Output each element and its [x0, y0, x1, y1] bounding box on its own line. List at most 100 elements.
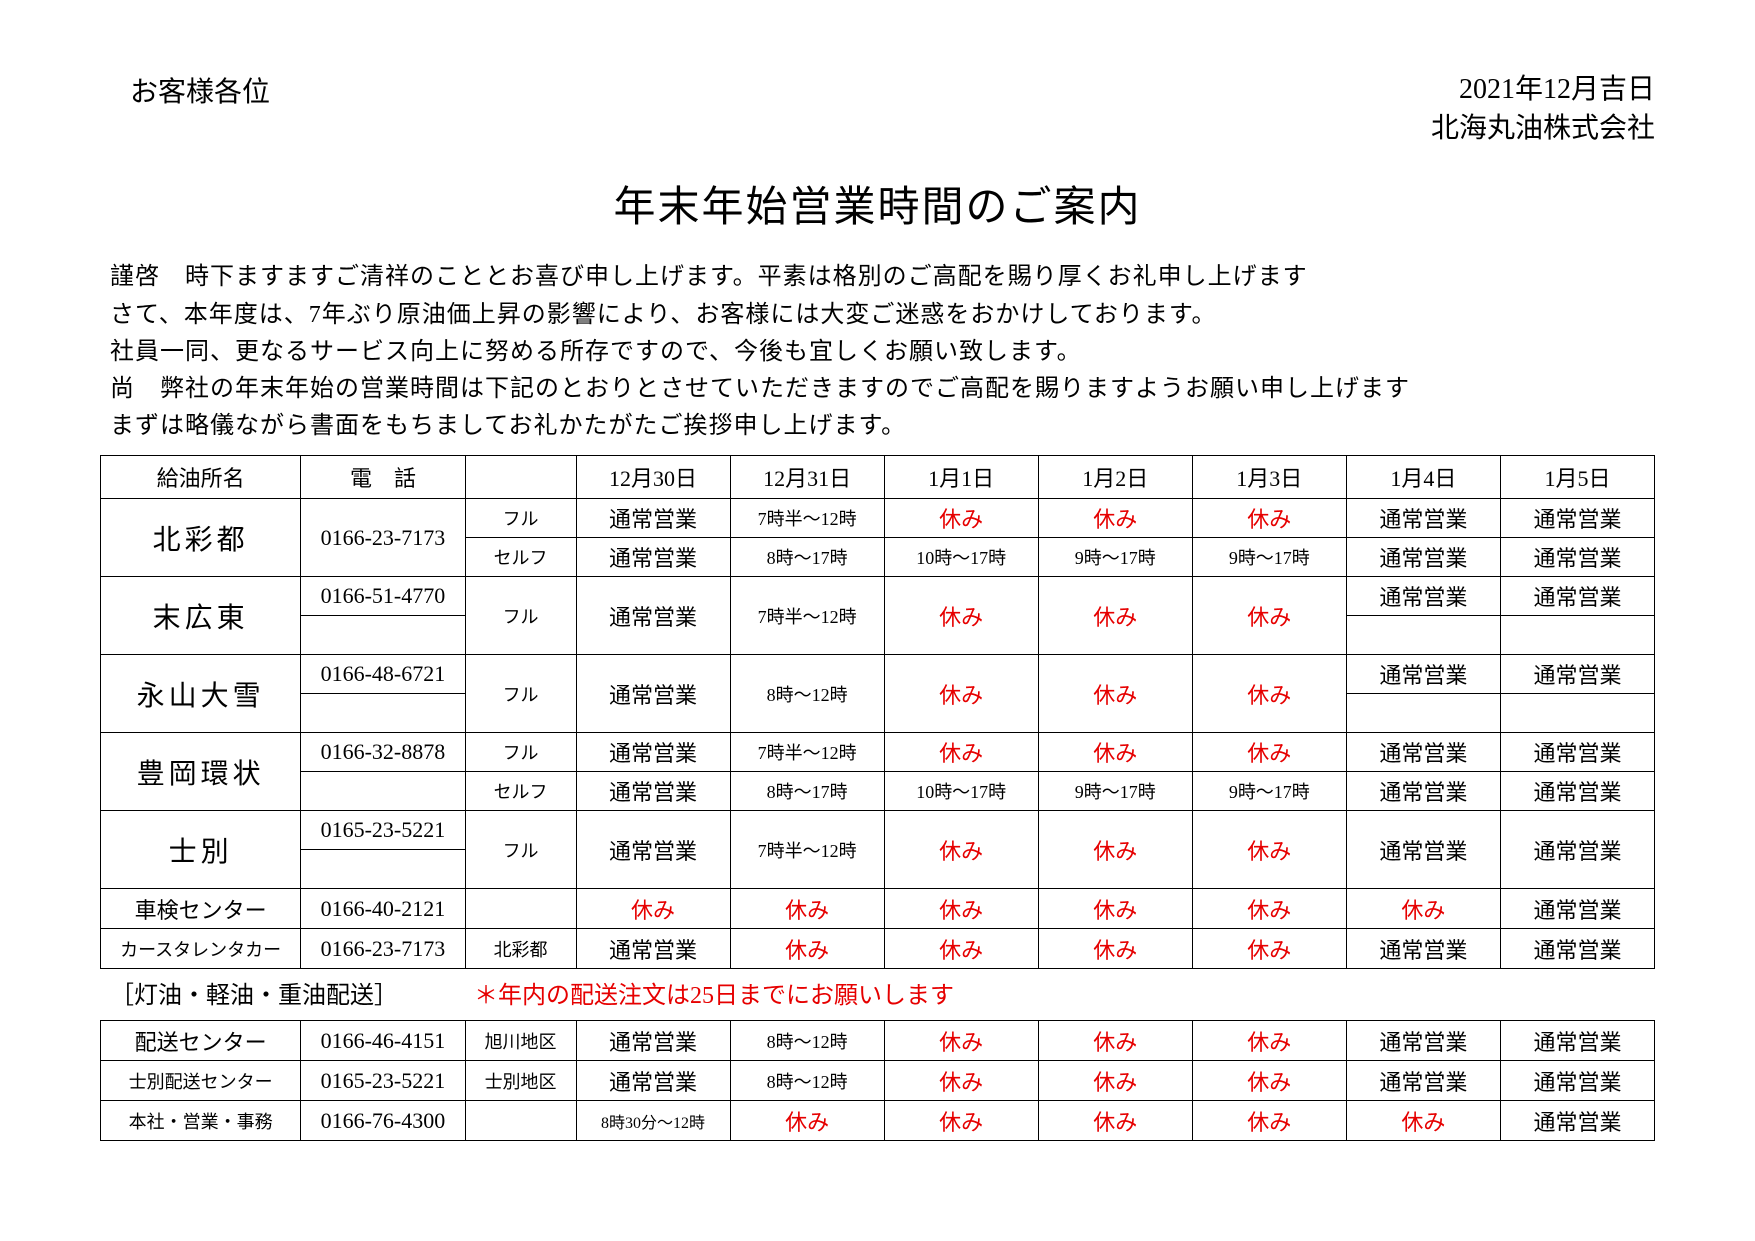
th-jan1: 1月1日 [884, 456, 1038, 499]
cell: 通常営業 [1346, 538, 1500, 577]
cell-closed: 休み [1192, 811, 1346, 889]
cell: 通常営業 [1346, 499, 1500, 538]
station-phone: 0166-48-6721 [301, 655, 465, 694]
cell-closed: 休み [1192, 655, 1346, 733]
cell-closed: 休み [884, 733, 1038, 772]
cell: 通常営業 [1500, 929, 1654, 969]
cell-closed: 休み [884, 499, 1038, 538]
station-name: 士別 [101, 811, 301, 889]
cell: 通常営業 [576, 655, 730, 733]
cell: 通常営業 [576, 499, 730, 538]
service-type: フル [465, 655, 576, 733]
cell: 通常営業 [1346, 655, 1500, 694]
cell: 9時～17時 [1192, 772, 1346, 811]
cell: 7時半～12時 [730, 577, 884, 655]
date: 2021年12月吉日 [1431, 70, 1655, 109]
empty-cell [1346, 616, 1500, 655]
station-name: 北彩都 [101, 499, 301, 577]
cell-closed: 休み [1038, 733, 1192, 772]
table-row: 配送センター 0166-46-4151 旭川地区 通常営業 8時～12時 休み … [101, 1021, 1655, 1061]
cell-closed: 休み [1192, 577, 1346, 655]
service-type: 旭川地区 [465, 1021, 576, 1061]
table-row: 北彩都 0166-23-7173 フル 通常営業 7時半～12時 休み 休み 休… [101, 499, 1655, 538]
page: お客様各位 2021年12月吉日 北海丸油株式会社 年末年始営業時間のご案内 謹… [0, 0, 1755, 1241]
schedule-table: 給油所名 電 話 12月30日 12月31日 1月1日 1月2日 1月3日 1月… [100, 455, 1655, 969]
company-name: 北海丸油株式会社 [1431, 109, 1655, 148]
cell: 通常営業 [576, 1021, 730, 1061]
cell: 通常営業 [576, 929, 730, 969]
cell: 通常営業 [576, 538, 730, 577]
cell: 通常営業 [576, 1061, 730, 1101]
cell-closed: 休み [730, 1101, 884, 1141]
cell-closed: 休み [884, 655, 1038, 733]
cell: 8時～17時 [730, 772, 884, 811]
empty-cell [1346, 694, 1500, 733]
cell-closed: 休み [1038, 1061, 1192, 1101]
cell-closed: 休み [1346, 889, 1500, 929]
th-dec31: 12月31日 [730, 456, 884, 499]
paragraph-3: 社員一同、更なるサービス向上に努める所存ですので、今後も宜しくお願い致します。 [110, 334, 1655, 371]
cell-closed: 休み [884, 1061, 1038, 1101]
cell: 通常営業 [1500, 772, 1654, 811]
cell: 8時～12時 [730, 1021, 884, 1061]
station-phone: 0165-23-5221 [301, 1061, 465, 1101]
cell-closed: 休み [1038, 1021, 1192, 1061]
cell-closed: 休み [1038, 889, 1192, 929]
cell: 通常営業 [1500, 577, 1654, 616]
cell: 通常営業 [1346, 577, 1500, 616]
th-jan2: 1月2日 [1038, 456, 1192, 499]
empty-cell [301, 616, 465, 655]
station-name: 車検センター [101, 889, 301, 929]
th-jan3: 1月3日 [1192, 456, 1346, 499]
cell: 通常営業 [1346, 772, 1500, 811]
empty-cell [1500, 616, 1654, 655]
cell: 7時半～12時 [730, 733, 884, 772]
cell-closed: 休み [1038, 811, 1192, 889]
cell: 通常営業 [1500, 1061, 1654, 1101]
station-name: 本社・営業・事務 [101, 1101, 301, 1141]
th-type [465, 456, 576, 499]
th-phone: 電 話 [301, 456, 465, 499]
cell: 通常営業 [1500, 499, 1654, 538]
cell: 8時～12時 [730, 1061, 884, 1101]
service-type: フル [465, 733, 576, 772]
cell-closed: 休み [1192, 733, 1346, 772]
service-type: 士別地区 [465, 1061, 576, 1101]
cell: 8時～12時 [730, 655, 884, 733]
cell-closed: 休み [1346, 1101, 1500, 1141]
cell: 通常営業 [576, 733, 730, 772]
cell: 8時～17時 [730, 538, 884, 577]
paragraph-2: さて、本年度は、7年ぶり原油価上昇の影響により、お客様には大変ご迷惑をおかけして… [110, 297, 1655, 334]
cell: 通常営業 [576, 811, 730, 889]
delivery-note: ＊年内の配送注文は25日までにお願いします [474, 983, 954, 1009]
station-name: カースタレンタカー [101, 929, 301, 969]
cell: 通常営業 [1500, 655, 1654, 694]
body-text: 謹啓 時下ますますご清祥のこととお喜び申し上げます。平素は格別のご高配を賜り厚く… [110, 259, 1655, 445]
table-row: 末広東 0166-51-4770 フル 通常営業 7時半～12時 休み 休み 休… [101, 577, 1655, 616]
delivery-section-header: ［灯油・軽油・重油配送］ ＊年内の配送注文は25日までにお願いします [110, 975, 1655, 1010]
cell-closed: 休み [1038, 655, 1192, 733]
station-name: 配送センター [101, 1021, 301, 1061]
station-name: 末広東 [101, 577, 301, 655]
empty-cell [1500, 694, 1654, 733]
salutation: お客様各位 [130, 70, 270, 110]
cell-closed: 休み [1038, 1101, 1192, 1141]
cell: 通常営業 [1346, 811, 1500, 889]
delivery-label: ［灯油・軽油・重油配送］ [110, 983, 398, 1009]
cell: 通常営業 [1500, 733, 1654, 772]
station-name: 永山大雪 [101, 655, 301, 733]
cell: 9時～17時 [1038, 772, 1192, 811]
cell: 通常営業 [1500, 889, 1654, 929]
station-phone: 0166-23-7173 [301, 929, 465, 969]
service-type: フル [465, 577, 576, 655]
station-name: 豊岡環状 [101, 733, 301, 811]
service-type: セルフ [465, 772, 576, 811]
table-row: 永山大雪 0166-48-6721 フル 通常営業 8時～12時 休み 休み 休… [101, 655, 1655, 694]
station-phone: 0165-23-5221 [301, 811, 465, 850]
cell-closed: 休み [884, 811, 1038, 889]
table-row: 豊岡環状 0166-32-8878 フル 通常営業 7時半～12時 休み 休み … [101, 733, 1655, 772]
cell-closed: 休み [1038, 499, 1192, 538]
th-jan4: 1月4日 [1346, 456, 1500, 499]
station-phone: 0166-46-4151 [301, 1021, 465, 1061]
station-name: 士別配送センター [101, 1061, 301, 1101]
